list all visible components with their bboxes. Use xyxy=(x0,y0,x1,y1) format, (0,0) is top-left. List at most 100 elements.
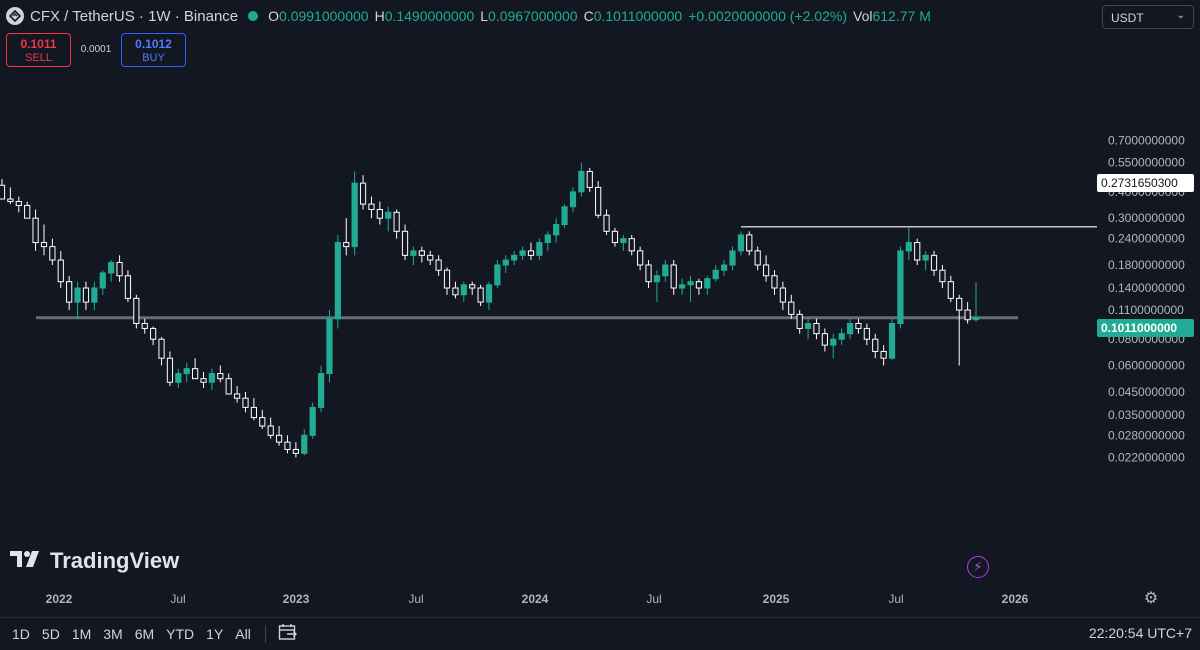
clock[interactable]: 22:20:54 UTC+7 xyxy=(1088,625,1192,641)
candle[interactable] xyxy=(813,318,820,340)
candle[interactable] xyxy=(670,260,677,295)
candle[interactable] xyxy=(838,328,845,346)
candle[interactable] xyxy=(234,385,241,403)
candle[interactable] xyxy=(99,270,106,295)
candle[interactable] xyxy=(208,368,216,390)
candle[interactable] xyxy=(679,278,686,295)
sell-button[interactable]: 0.1011 SELL xyxy=(6,33,71,67)
candle[interactable] xyxy=(393,209,400,239)
candle[interactable] xyxy=(217,365,224,383)
candle[interactable] xyxy=(166,351,174,386)
candle[interactable] xyxy=(401,224,409,261)
candle[interactable] xyxy=(645,260,652,288)
candle[interactable] xyxy=(82,281,90,311)
candle[interactable] xyxy=(687,275,694,303)
candle[interactable] xyxy=(158,336,165,366)
candle[interactable] xyxy=(343,218,350,256)
candle[interactable] xyxy=(872,333,879,359)
candle[interactable] xyxy=(368,196,375,219)
candle[interactable] xyxy=(124,270,132,303)
candle[interactable] xyxy=(662,260,669,282)
candle[interactable] xyxy=(595,181,602,219)
buy-button[interactable]: 0.1012 BUY xyxy=(121,33,186,67)
candle[interactable] xyxy=(905,227,912,261)
candle[interactable] xyxy=(855,318,862,334)
candle[interactable] xyxy=(729,246,736,271)
candle[interactable] xyxy=(846,318,854,340)
candle[interactable] xyxy=(914,238,921,265)
candle[interactable] xyxy=(385,206,392,232)
horizontal-line-price-tag[interactable]: 0.2731650300 xyxy=(1097,174,1194,192)
range-1d[interactable]: 1D xyxy=(12,626,30,642)
candle[interactable] xyxy=(427,250,434,265)
candle[interactable] xyxy=(418,246,425,263)
candle[interactable] xyxy=(66,275,73,311)
candle[interactable] xyxy=(888,318,896,360)
candle[interactable] xyxy=(242,391,249,413)
candle[interactable] xyxy=(250,398,257,421)
candle[interactable] xyxy=(452,281,459,299)
candle[interactable] xyxy=(259,409,266,430)
candle[interactable] xyxy=(771,270,778,295)
candle[interactable] xyxy=(788,294,795,319)
candle[interactable] xyxy=(964,302,971,324)
candle[interactable] xyxy=(301,429,308,456)
candle[interactable] xyxy=(897,246,904,329)
range-ytd[interactable]: YTD xyxy=(166,626,195,642)
lightning-icon[interactable]: ⚡ xyxy=(967,556,989,578)
tradingview-watermark[interactable]: TradingView xyxy=(10,548,179,574)
candle[interactable] xyxy=(939,264,946,288)
candle[interactable] xyxy=(334,234,341,329)
candle[interactable] xyxy=(695,278,703,295)
candle[interactable] xyxy=(267,417,274,439)
candle[interactable] xyxy=(553,218,560,243)
candle[interactable] xyxy=(410,246,417,265)
candle[interactable] xyxy=(57,250,64,288)
candle[interactable] xyxy=(225,373,232,395)
currency-select[interactable]: USDT ⌄ xyxy=(1102,5,1194,29)
candle[interactable] xyxy=(309,402,316,439)
candle[interactable] xyxy=(611,227,619,247)
candle[interactable] xyxy=(578,162,585,197)
candle[interactable] xyxy=(930,250,938,276)
range-3m[interactable]: 3M xyxy=(103,626,123,642)
candle[interactable] xyxy=(150,326,157,346)
candle[interactable] xyxy=(116,255,123,282)
candle[interactable] xyxy=(200,371,207,388)
candle[interactable] xyxy=(712,264,719,282)
candle[interactable] xyxy=(586,167,593,192)
candle[interactable] xyxy=(704,275,711,295)
candle[interactable] xyxy=(477,284,484,307)
candle[interactable] xyxy=(351,171,358,256)
candle[interactable] xyxy=(762,255,770,282)
candle[interactable] xyxy=(183,362,190,383)
candle[interactable] xyxy=(746,231,753,256)
candle[interactable] xyxy=(24,201,31,219)
candle[interactable] xyxy=(141,318,148,334)
candle[interactable] xyxy=(737,231,744,256)
candle[interactable] xyxy=(721,260,728,276)
candle[interactable] xyxy=(460,281,467,303)
calendar-range-icon[interactable] xyxy=(278,623,298,645)
candle[interactable] xyxy=(603,209,610,235)
candle[interactable] xyxy=(359,175,367,210)
candle[interactable] xyxy=(544,231,551,251)
candle[interactable] xyxy=(637,246,644,271)
candle[interactable] xyxy=(830,333,837,359)
candle[interactable] xyxy=(32,209,39,251)
gear-icon[interactable]: ⚙ xyxy=(1143,590,1159,607)
candle[interactable] xyxy=(108,260,115,282)
candle[interactable] xyxy=(569,187,577,213)
candle[interactable] xyxy=(175,368,182,388)
candle[interactable] xyxy=(804,318,812,340)
candle[interactable] xyxy=(502,255,509,273)
candle[interactable] xyxy=(947,275,954,303)
candle[interactable] xyxy=(511,250,518,265)
range-5d[interactable]: 5D xyxy=(41,626,60,642)
candle[interactable] xyxy=(15,196,22,213)
candle[interactable] xyxy=(922,250,929,271)
range-1m[interactable]: 1M xyxy=(71,626,92,642)
candle[interactable] xyxy=(620,234,627,251)
candle[interactable] xyxy=(317,365,325,413)
candle[interactable] xyxy=(527,242,535,261)
